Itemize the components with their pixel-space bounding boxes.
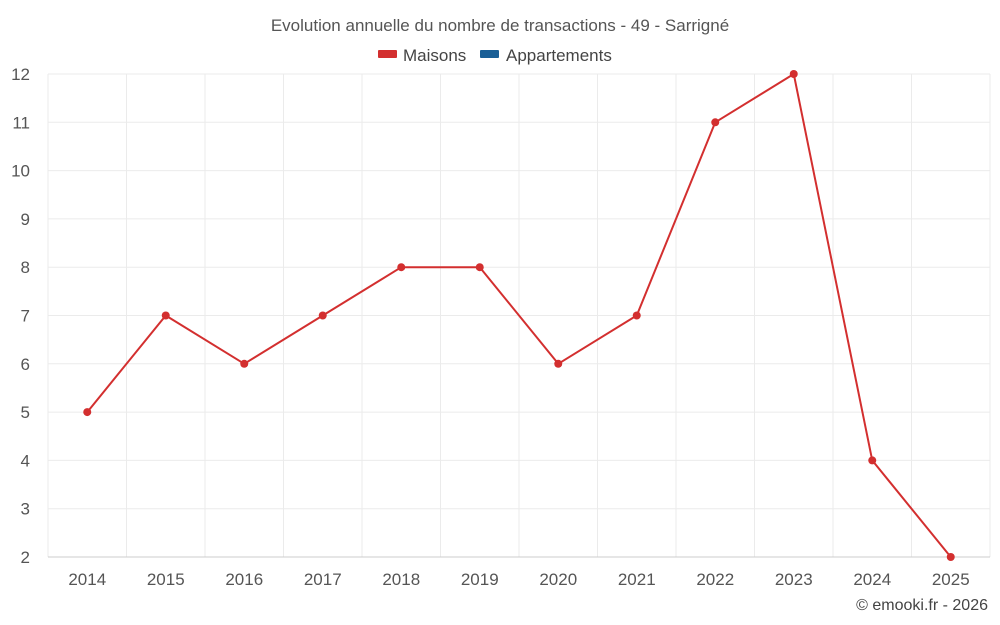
x-tick-label: 2020	[539, 570, 577, 589]
y-tick-label: 10	[11, 162, 30, 181]
x-tick-label: 2015	[147, 570, 185, 589]
series-layer	[83, 70, 955, 561]
y-tick-label: 6	[21, 355, 30, 374]
legend-label-maisons: Maisons	[403, 46, 466, 65]
data-point[interactable]	[789, 70, 798, 78]
x-tick-label: 2018	[382, 570, 420, 589]
data-point[interactable]	[946, 553, 955, 561]
data-point[interactable]	[161, 311, 170, 320]
y-tick-label: 7	[21, 307, 30, 326]
y-tick-label: 2	[21, 548, 30, 567]
x-tick-label: 2017	[304, 570, 342, 589]
x-tick-label: 2022	[696, 570, 734, 589]
x-tick-label: 2016	[225, 570, 263, 589]
x-tick-label: 2014	[68, 570, 106, 589]
x-tick-label: 2023	[775, 570, 813, 589]
legend-label-appartements: Appartements	[506, 46, 612, 65]
legend-item-appartements[interactable]: Appartements	[480, 46, 612, 65]
x-tick-label: 2025	[932, 570, 970, 589]
series-line-maisons	[86, 73, 952, 558]
y-axis-ticks: 2 3 4 5 6 7 8 9 10 11 12	[11, 65, 30, 567]
legend-swatch-appartements	[480, 50, 499, 58]
legend-item-maisons[interactable]: Maisons	[378, 46, 466, 65]
data-point[interactable]	[711, 118, 720, 127]
credit-text: © emooki.fr - 2026	[856, 597, 988, 614]
data-point[interactable]	[632, 311, 641, 320]
y-tick-label: 12	[11, 65, 30, 84]
y-tick-label: 8	[21, 258, 30, 277]
data-point[interactable]	[475, 263, 484, 272]
data-point[interactable]	[83, 408, 92, 417]
data-point[interactable]	[240, 359, 249, 368]
x-tick-label: 2024	[853, 570, 891, 589]
x-tick-label: 2019	[461, 570, 499, 589]
y-tick-label: 4	[21, 451, 30, 470]
data-point[interactable]	[868, 456, 877, 465]
chart-title: Evolution annuelle du nombre de transact…	[271, 16, 729, 35]
x-axis-ticks: 2014 2015 2016 2017 2018 2019 2020 2021 2022 2023…	[68, 570, 969, 589]
data-point[interactable]	[397, 263, 406, 272]
y-tick-label: 9	[21, 210, 30, 229]
y-tick-label: 5	[21, 403, 30, 422]
y-tick-label: 3	[21, 500, 30, 519]
legend: Maisons Appartements	[378, 46, 612, 65]
x-tick-label: 2021	[618, 570, 656, 589]
legend-swatch-maisons	[378, 50, 397, 58]
data-point[interactable]	[318, 311, 327, 320]
y-tick-label: 11	[12, 113, 30, 132]
data-point[interactable]	[554, 359, 563, 368]
